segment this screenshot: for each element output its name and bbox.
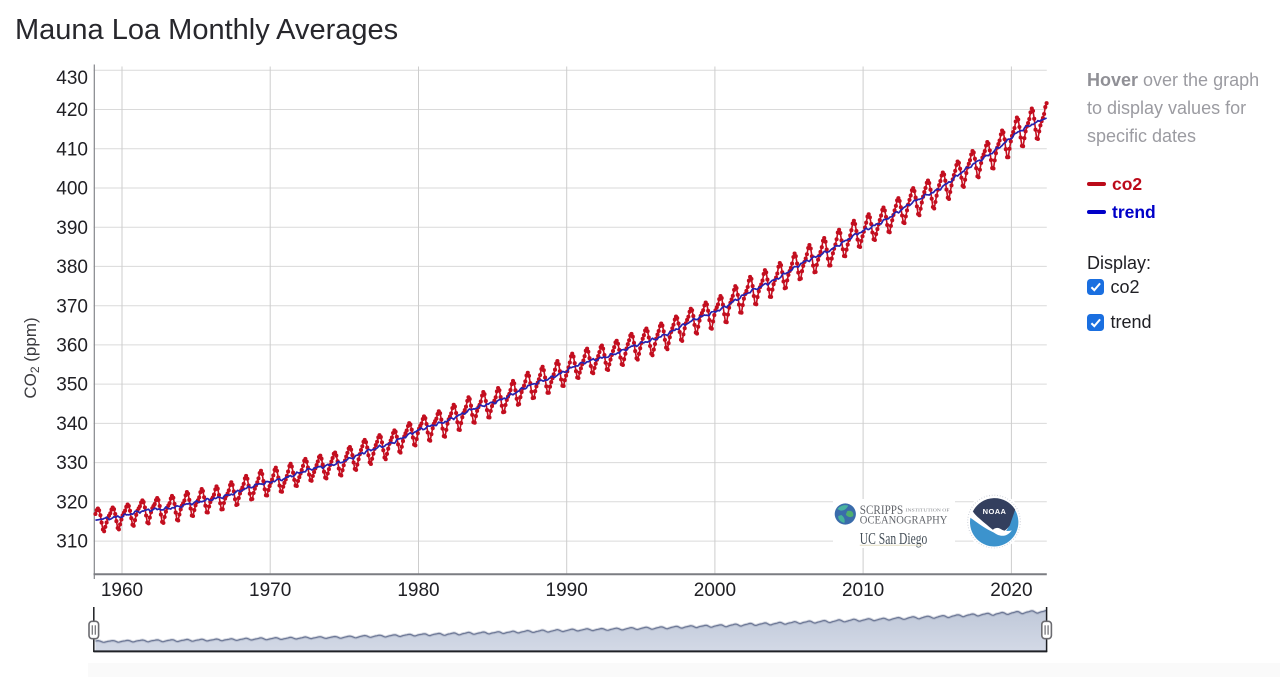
svg-text:390: 390 [56, 218, 88, 239]
svg-text:420: 420 [56, 100, 88, 121]
svg-text:410: 410 [56, 139, 88, 160]
svg-text:400: 400 [56, 179, 88, 200]
svg-text:INSTITUTION OF: INSTITUTION OF [906, 508, 951, 513]
svg-text:OCEANOGRAPHY: OCEANOGRAPHY [860, 514, 948, 527]
svg-text:1990: 1990 [546, 580, 588, 601]
svg-text:CO2 (ppm): CO2 (ppm) [21, 317, 42, 398]
svg-text:2010: 2010 [842, 580, 884, 601]
svg-text:SCRIPPS: SCRIPPS [860, 503, 903, 517]
svg-text:430: 430 [56, 68, 88, 89]
svg-text:310: 310 [56, 532, 88, 553]
svg-text:2000: 2000 [694, 580, 736, 601]
svg-text:1970: 1970 [249, 580, 291, 601]
svg-text:2020: 2020 [990, 580, 1032, 601]
svg-text:NOAA: NOAA [983, 507, 1007, 516]
svg-text:360: 360 [56, 336, 88, 357]
svg-text:UC San Diego: UC San Diego [860, 529, 928, 548]
svg-text:330: 330 [56, 453, 88, 474]
svg-text:350: 350 [56, 375, 88, 396]
svg-text:320: 320 [56, 492, 88, 513]
svg-text:1980: 1980 [397, 580, 439, 601]
svg-text:380: 380 [56, 257, 88, 278]
svg-text:1960: 1960 [101, 580, 143, 601]
svg-text:370: 370 [56, 296, 88, 317]
svg-text:340: 340 [56, 414, 88, 435]
